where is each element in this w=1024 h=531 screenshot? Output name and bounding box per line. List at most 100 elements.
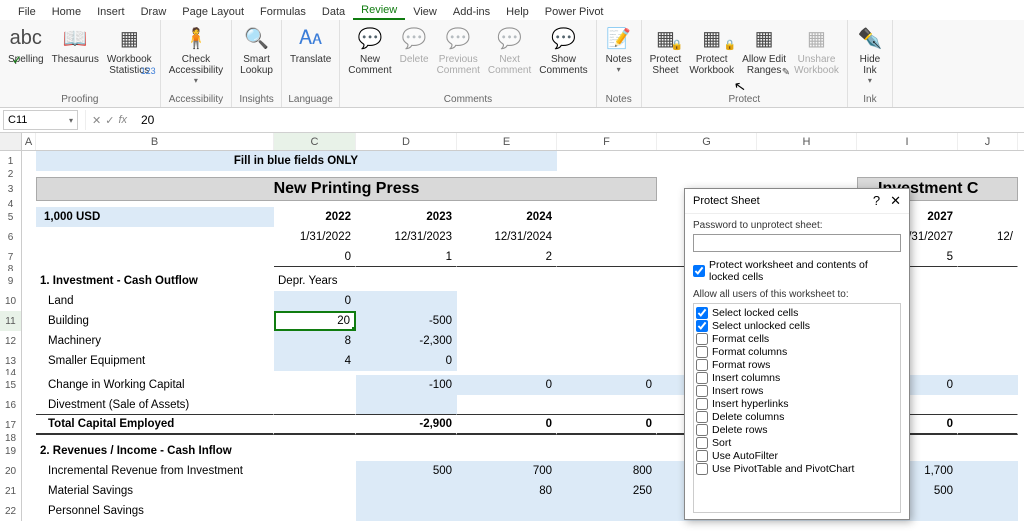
row-header[interactable]: 12 xyxy=(0,331,22,351)
permission-checkbox[interactable] xyxy=(696,398,708,410)
permission-item[interactable]: Format rows xyxy=(696,359,898,371)
col-header-A[interactable]: A xyxy=(22,133,36,150)
permission-item[interactable]: Use PivotTable and PivotChart xyxy=(696,463,898,475)
permission-checkbox[interactable] xyxy=(696,307,708,319)
name-box[interactable]: C11▾ xyxy=(3,110,78,130)
translate-button[interactable]: 🗛Translate xyxy=(286,22,335,67)
permission-checkbox[interactable] xyxy=(696,450,708,462)
protect-contents-label: Protect worksheet and contents of locked… xyxy=(709,259,901,283)
protect-workbook-button[interactable]: ▦🔒Protect Workbook xyxy=(685,22,738,78)
spelling-button[interactable]: abc✓Spelling xyxy=(4,22,48,67)
col-header-C[interactable]: C xyxy=(274,133,356,150)
row-header[interactable]: 5 xyxy=(0,207,22,227)
workbook-stats-button[interactable]: ▦123Workbook Statistics xyxy=(103,22,156,78)
permission-item[interactable]: Format columns xyxy=(696,346,898,358)
row-header[interactable]: 10 xyxy=(0,291,22,311)
next-comment-button[interactable]: 💬Next Comment xyxy=(484,22,535,78)
thesaurus-button[interactable]: 📖Thesaurus xyxy=(48,22,103,67)
permissions-list[interactable]: Select locked cellsSelect unlocked cells… xyxy=(693,303,901,513)
accept-icon[interactable]: ✓ xyxy=(105,114,114,127)
permission-item[interactable]: Insert rows xyxy=(696,385,898,397)
notes-button[interactable]: 📝Notes▾ xyxy=(601,22,637,76)
fx-buttons[interactable]: ✕ ✓ fx xyxy=(85,110,133,130)
col-header-I[interactable]: I xyxy=(857,133,958,150)
active-cell[interactable]: 20 xyxy=(274,311,356,331)
permission-item[interactable]: Use AutoFilter xyxy=(696,450,898,462)
permission-checkbox[interactable] xyxy=(696,437,708,449)
tab-formulas[interactable]: Formulas xyxy=(252,4,314,20)
unshare-workbook-button[interactable]: ▦Unshare Workbook xyxy=(790,22,843,78)
permission-item[interactable]: Sort xyxy=(696,437,898,449)
col-header-B[interactable]: B xyxy=(36,133,274,150)
title-banner[interactable]: Fill in blue fields ONLY xyxy=(36,151,557,171)
row-header[interactable]: 16 xyxy=(0,395,22,415)
show-comments-button[interactable]: 💬Show Comments xyxy=(535,22,591,78)
currency-label[interactable]: 1,000 USD xyxy=(36,207,274,227)
row-header[interactable]: 6 xyxy=(0,227,22,247)
permission-checkbox[interactable] xyxy=(696,385,708,397)
close-button[interactable]: ✕ xyxy=(890,193,901,209)
row-header[interactable]: 19 xyxy=(0,441,22,461)
next-comment-icon: 💬 xyxy=(496,24,524,52)
permission-item[interactable]: Insert columns xyxy=(696,372,898,384)
section2-header[interactable]: 2. Revenues / Income - Cash Inflow xyxy=(36,441,274,461)
password-input[interactable] xyxy=(693,234,901,252)
tab-data[interactable]: Data xyxy=(314,4,353,20)
permission-checkbox[interactable] xyxy=(696,424,708,436)
row-header[interactable]: 11 xyxy=(0,311,22,331)
permission-item[interactable]: Insert hyperlinks xyxy=(696,398,898,410)
row-header[interactable]: 9 xyxy=(0,271,22,291)
depr-header[interactable]: Depr. Years xyxy=(274,271,356,291)
protect-contents-checkbox[interactable] xyxy=(693,265,705,277)
col-header-F[interactable]: F xyxy=(557,133,657,150)
main-title[interactable]: New Printing Press xyxy=(36,177,657,201)
help-button[interactable]: ? xyxy=(873,193,880,209)
delete-comment-button[interactable]: 💬Delete xyxy=(396,22,433,67)
protect-sheet-button[interactable]: ▦🔒Protect Sheet xyxy=(646,22,686,78)
row-header[interactable]: 22 xyxy=(0,501,22,521)
new-comment-button[interactable]: 💬New Comment xyxy=(344,22,395,78)
permission-checkbox[interactable] xyxy=(696,359,708,371)
permission-checkbox[interactable] xyxy=(696,372,708,384)
tab-view[interactable]: View xyxy=(405,4,445,20)
permission-checkbox[interactable] xyxy=(696,320,708,332)
check-accessibility-button[interactable]: 🧍Check Accessibility▾ xyxy=(165,22,227,87)
tab-pagelayout[interactable]: Page Layout xyxy=(174,4,252,20)
permission-item[interactable]: Format cells xyxy=(696,333,898,345)
row-header[interactable]: 3 xyxy=(0,177,22,201)
tab-draw[interactable]: Draw xyxy=(133,4,175,20)
row-header[interactable]: 21 xyxy=(0,481,22,501)
row-header[interactable]: 20 xyxy=(0,461,22,481)
hide-ink-button[interactable]: ✒️Hide Ink▾ xyxy=(852,22,888,87)
previous-comment-button[interactable]: 💬Previous Comment xyxy=(433,22,484,78)
permission-item[interactable]: Select locked cells xyxy=(696,307,898,319)
permission-checkbox[interactable] xyxy=(696,411,708,423)
tab-powerpivot[interactable]: Power Pivot xyxy=(537,4,612,20)
permission-label: Select locked cells xyxy=(712,307,798,319)
formula-value[interactable]: 20 xyxy=(133,113,162,127)
tab-home[interactable]: Home xyxy=(44,4,89,20)
permission-item[interactable]: Delete rows xyxy=(696,424,898,436)
tab-review[interactable]: Review xyxy=(353,2,405,20)
col-header-G[interactable]: G xyxy=(657,133,757,150)
col-header-D[interactable]: D xyxy=(356,133,457,150)
permission-item[interactable]: Select unlocked cells xyxy=(696,320,898,332)
row-header[interactable]: 15 xyxy=(0,375,22,395)
permission-checkbox[interactable] xyxy=(696,333,708,345)
fx-icon[interactable]: fx xyxy=(118,114,127,126)
col-header-E[interactable]: E xyxy=(457,133,557,150)
tab-help[interactable]: Help xyxy=(498,4,537,20)
select-all-corner[interactable] xyxy=(0,133,22,150)
section1-header[interactable]: 1. Investment - Cash Outflow xyxy=(36,271,274,291)
tab-addins[interactable]: Add-ins xyxy=(445,4,498,20)
col-header-J[interactable]: J xyxy=(958,133,1018,150)
cancel-icon[interactable]: ✕ xyxy=(92,114,101,127)
tab-insert[interactable]: Insert xyxy=(89,4,133,20)
smart-lookup-button[interactable]: 🔍Smart Lookup xyxy=(236,22,277,78)
permission-checkbox[interactable] xyxy=(696,346,708,358)
col-header-H[interactable]: H xyxy=(757,133,857,150)
permission-item[interactable]: Delete columns xyxy=(696,411,898,423)
permission-checkbox[interactable] xyxy=(696,463,708,475)
tab-file[interactable]: File xyxy=(10,4,44,20)
allow-edit-ranges-button[interactable]: ▦✎Allow Edit Ranges xyxy=(738,22,790,78)
